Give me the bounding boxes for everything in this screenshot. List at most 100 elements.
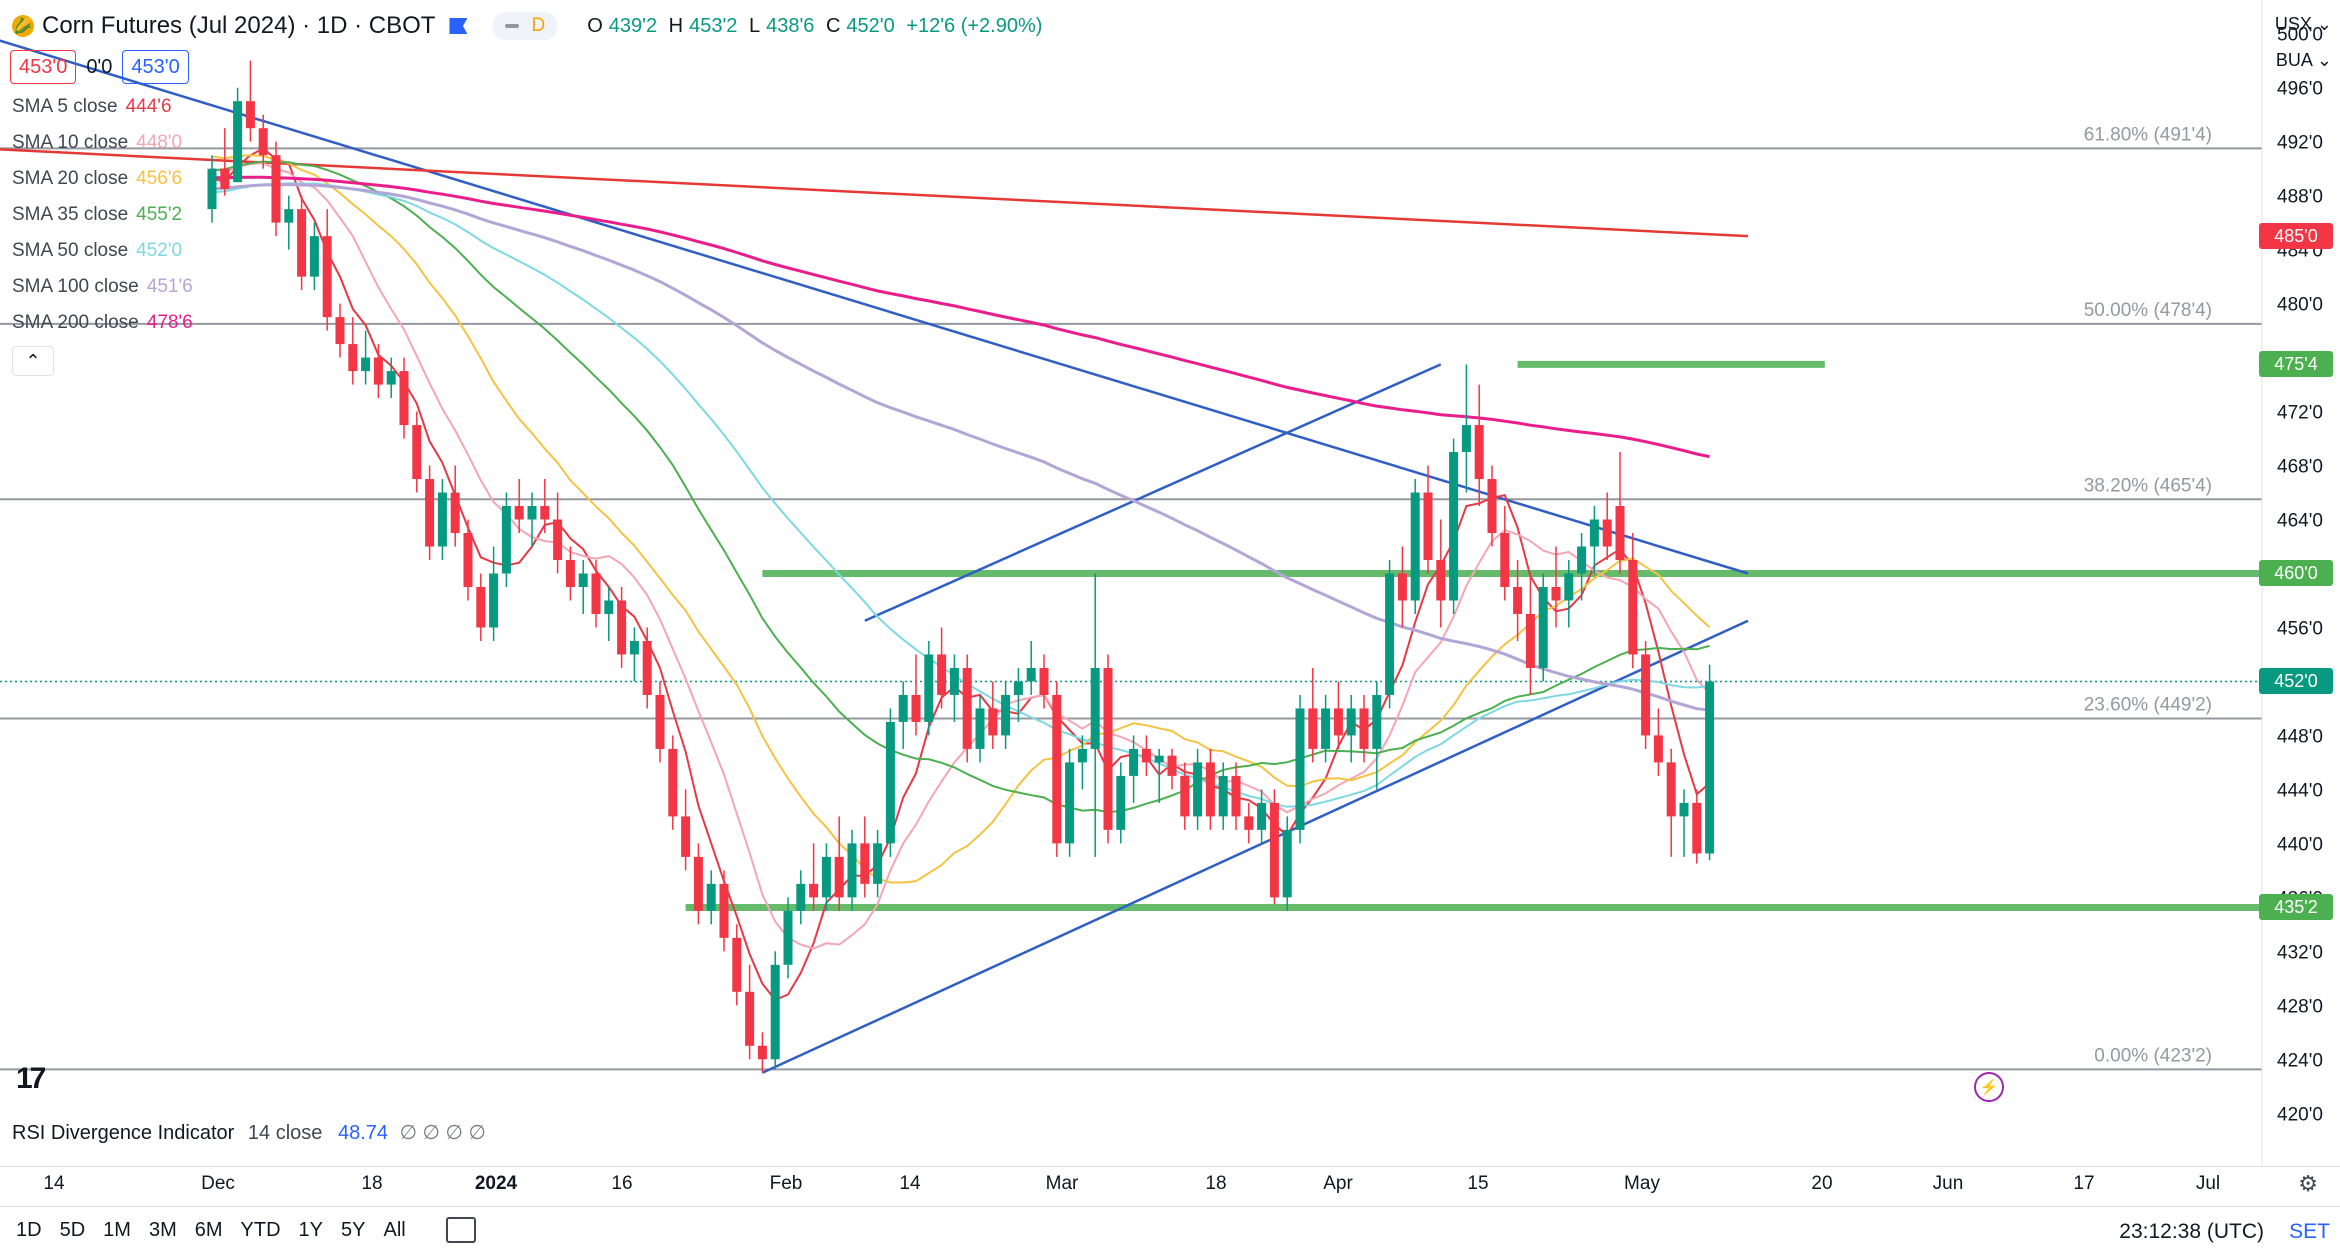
candle-body [655,694,665,749]
moving-averages [211,147,1711,1002]
candle-body [1282,829,1292,898]
flag-icon[interactable] [449,18,468,34]
candle-body [1077,748,1087,763]
price-tick-label: 472'0 [2277,403,2323,424]
fib-level-label: 23.60% (449'2) [2084,695,2212,716]
candle-body [335,317,345,345]
spread-value: 0'0 [86,55,113,78]
candle-body [514,506,524,520]
range-button[interactable]: YTD [240,1218,281,1241]
sma-legend-item[interactable]: SMA 20 close 456'6 [12,168,182,190]
candle-body [1436,560,1446,601]
candle-body [450,492,460,534]
candle-body [719,883,729,938]
candle-body [258,128,268,156]
price-tag[interactable]: 485'0 [2259,223,2333,250]
sell-button[interactable]: 453'0 [10,50,77,84]
range-button[interactable]: 3M [148,1218,177,1241]
minus-icon [505,24,520,28]
time-tick-label: 15 [1467,1173,1489,1194]
time-axis[interactable]: 14 Dec 18 2024 16 Feb 14 Mar 18 Apr 15 May 20 Jun 17 Ju… [0,1166,2340,1207]
candle-body [1039,667,1049,695]
price-tag[interactable]: 475'4 [2259,351,2333,378]
time-tick-label: 18 [1205,1173,1227,1194]
range-button[interactable]: 1D [16,1218,42,1241]
sma-legend-item[interactable]: SMA 10 close 448'0 [12,132,182,154]
candle-body [1679,802,1689,817]
range-button[interactable]: 5Y [341,1218,366,1241]
candle-body [1653,735,1663,763]
collapse-legend-button[interactable]: ⌃ [12,346,54,376]
interval-pill[interactable]: D [493,12,558,40]
candle-body [1692,802,1702,854]
candle-body [617,600,627,655]
candle-body [873,843,883,884]
lightning-icon[interactable]: ⚡ [1974,1072,2004,1102]
candle-body [949,667,959,695]
range-button[interactable]: All [383,1218,406,1241]
price-tick-label: 428'0 [2277,996,2323,1017]
session-button[interactable]: SET [2289,1220,2330,1243]
time-tick-label: Feb [769,1173,803,1194]
candle-body [1423,492,1433,560]
candle-body [1103,667,1113,830]
candle-body [1372,694,1382,749]
price-tick-label: 440'0 [2277,834,2323,855]
candle-body [1641,654,1651,736]
price-tag[interactable]: 452'0 [2259,668,2333,695]
ohlc-readout: O 439'2 H 453'2 L 438'6 C 452'0 +12'6 (+2.90… [587,14,1043,37]
rsi-legend[interactable]: RSI Divergence Indicator 14 close 48.74 … [12,1120,486,1145]
sma-legend-item[interactable]: SMA 200 close 478'6 [12,312,193,334]
change-value: +12'6 (+2.90%) [906,14,1043,37]
sma-legend-item[interactable]: SMA 35 close 455'2 [12,204,182,226]
time-tick-label: Mar [1045,1173,1079,1194]
range-button[interactable]: 1Y [298,1218,324,1241]
utc-clock[interactable]: 23:12:38 (UTC) [2119,1220,2264,1243]
unit-select[interactable]: BUA ⌄ [2275,50,2332,70]
candle-body [1602,519,1612,547]
rsi-value: 48.74 [337,1122,389,1144]
candle-body [757,1045,767,1060]
price-tag[interactable]: 435'2 [2259,894,2333,921]
candle-body [911,694,921,722]
currency-select[interactable]: USX ⌄ [2274,14,2332,34]
sma-value: 448'0 [136,132,183,153]
interval-badge: D [531,15,546,36]
candle-body [1397,573,1407,601]
candle-body [604,600,614,614]
trendline [864,363,1442,622]
candle-body [642,640,652,695]
symbol-title[interactable]: Corn Futures (Jul 2024) · 1D · CBOT [42,12,436,39]
calendar-icon[interactable] [445,1217,476,1243]
range-button[interactable]: 5D [59,1218,86,1241]
price-chart[interactable]: 61.80% (491'4) 50.00% (478'4) 38.20% (465'… [0,0,2340,1170]
sma-value: 455'2 [136,204,183,225]
candle-body [1193,762,1203,817]
candle-body [860,843,870,884]
candle-body [1205,762,1215,817]
candle-body [1474,425,1484,480]
sma-legend-item[interactable]: SMA 50 close 452'0 [12,240,182,262]
price-tag[interactable]: 460'0 [2259,560,2333,587]
candle-body [1333,708,1343,736]
sma-line [211,162,1711,950]
range-button[interactable]: 1M [103,1218,131,1241]
candle-body [885,721,895,844]
range-button[interactable]: 6M [194,1218,223,1241]
price-tick-label: 424'0 [2277,1050,2323,1071]
candle-body [1141,748,1151,763]
sma-line [211,147,1711,1002]
open-value: 439'2 [608,14,658,37]
sma-legend-item[interactable]: SMA 5 close 444'6 [12,96,172,118]
candle-body [540,506,550,520]
time-tick-label: 16 [611,1173,633,1194]
candle-body [501,506,511,574]
sma-value: 452'0 [136,240,183,261]
sma-legend-item[interactable]: SMA 100 close 451'6 [12,276,193,298]
tradingview-logo: 17 [16,1062,46,1095]
time-tick-label: Dec [201,1173,235,1194]
candle-body [207,168,217,210]
gear-icon[interactable]: ⚙ [2298,1171,2318,1196]
candles [207,60,1715,1073]
buy-button[interactable]: 453'0 [122,50,189,84]
